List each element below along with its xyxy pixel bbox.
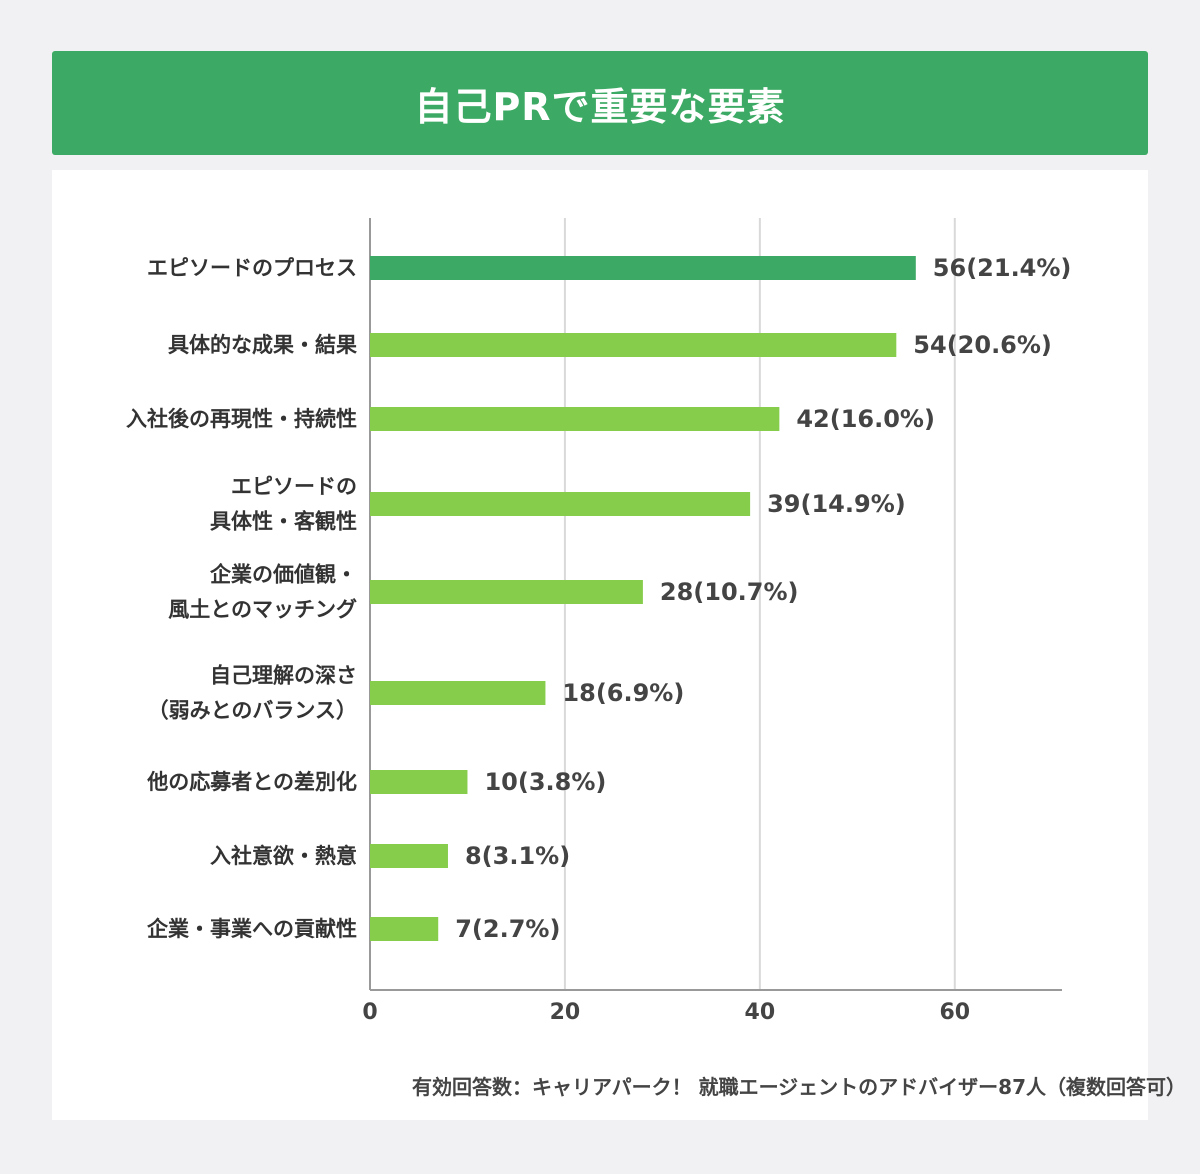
- value-label-2: 42(16.0%): [796, 405, 935, 433]
- bar-3: [370, 492, 751, 516]
- chart-title: 自己PRで重要な要素: [414, 84, 786, 129]
- value-label-7: 8(3.1%): [465, 842, 570, 870]
- bar-4: [370, 580, 643, 604]
- bar-1: [370, 333, 897, 357]
- value-label-8: 7(2.7%): [455, 915, 560, 943]
- category-label-3-line-0: エピソードの: [231, 475, 357, 499]
- footnote: 有効回答数：キャリアパーク！ 就職エージェントのアドバイザー87人（複数回答可）: [412, 1075, 1186, 1099]
- category-label-0: エピソードのプロセス: [147, 256, 357, 280]
- bar-0: [370, 256, 916, 280]
- chart-panel: [52, 170, 1148, 1120]
- value-label-0: 56(21.4%): [933, 254, 1072, 282]
- value-label-4: 28(10.7%): [660, 578, 799, 606]
- value-label-6: 10(3.8%): [484, 768, 606, 796]
- bar-7: [370, 844, 448, 868]
- category-label-7: 入社意欲・熱意: [210, 844, 357, 868]
- category-label-4-line-0: 企業の価値観・: [209, 563, 357, 587]
- category-label-5-line-1: （弱みとのバランス）: [148, 699, 357, 723]
- bar-8: [370, 917, 439, 941]
- value-label-5: 18(6.9%): [562, 679, 684, 707]
- title-banner: 自己PRで重要な要素: [52, 51, 1148, 155]
- value-label-3: 39(14.9%): [767, 490, 906, 518]
- category-label-6: 他の応募者との差別化: [146, 770, 357, 794]
- bar-6: [370, 770, 468, 794]
- category-label-2: 入社後の再現性・持続性: [126, 407, 357, 431]
- x-tick-label-20: 20: [550, 1000, 581, 1025]
- bar-5: [370, 681, 546, 705]
- category-label-1: 具体的な成果・結果: [168, 333, 357, 357]
- category-label-4-line-1: 風土とのマッチング: [168, 598, 357, 622]
- category-label-3-line-1: 具体性・客観性: [210, 510, 357, 534]
- x-tick-label-60: 60: [939, 1000, 970, 1025]
- x-tick-label-0: 0: [362, 1000, 377, 1025]
- x-tick-label-40: 40: [745, 1000, 776, 1025]
- bar-2: [370, 407, 780, 431]
- value-label-1: 54(20.6%): [913, 331, 1052, 359]
- category-label-8: 企業・事業への貢献性: [146, 917, 357, 941]
- category-label-5-line-0: 自己理解の深さ: [210, 664, 357, 688]
